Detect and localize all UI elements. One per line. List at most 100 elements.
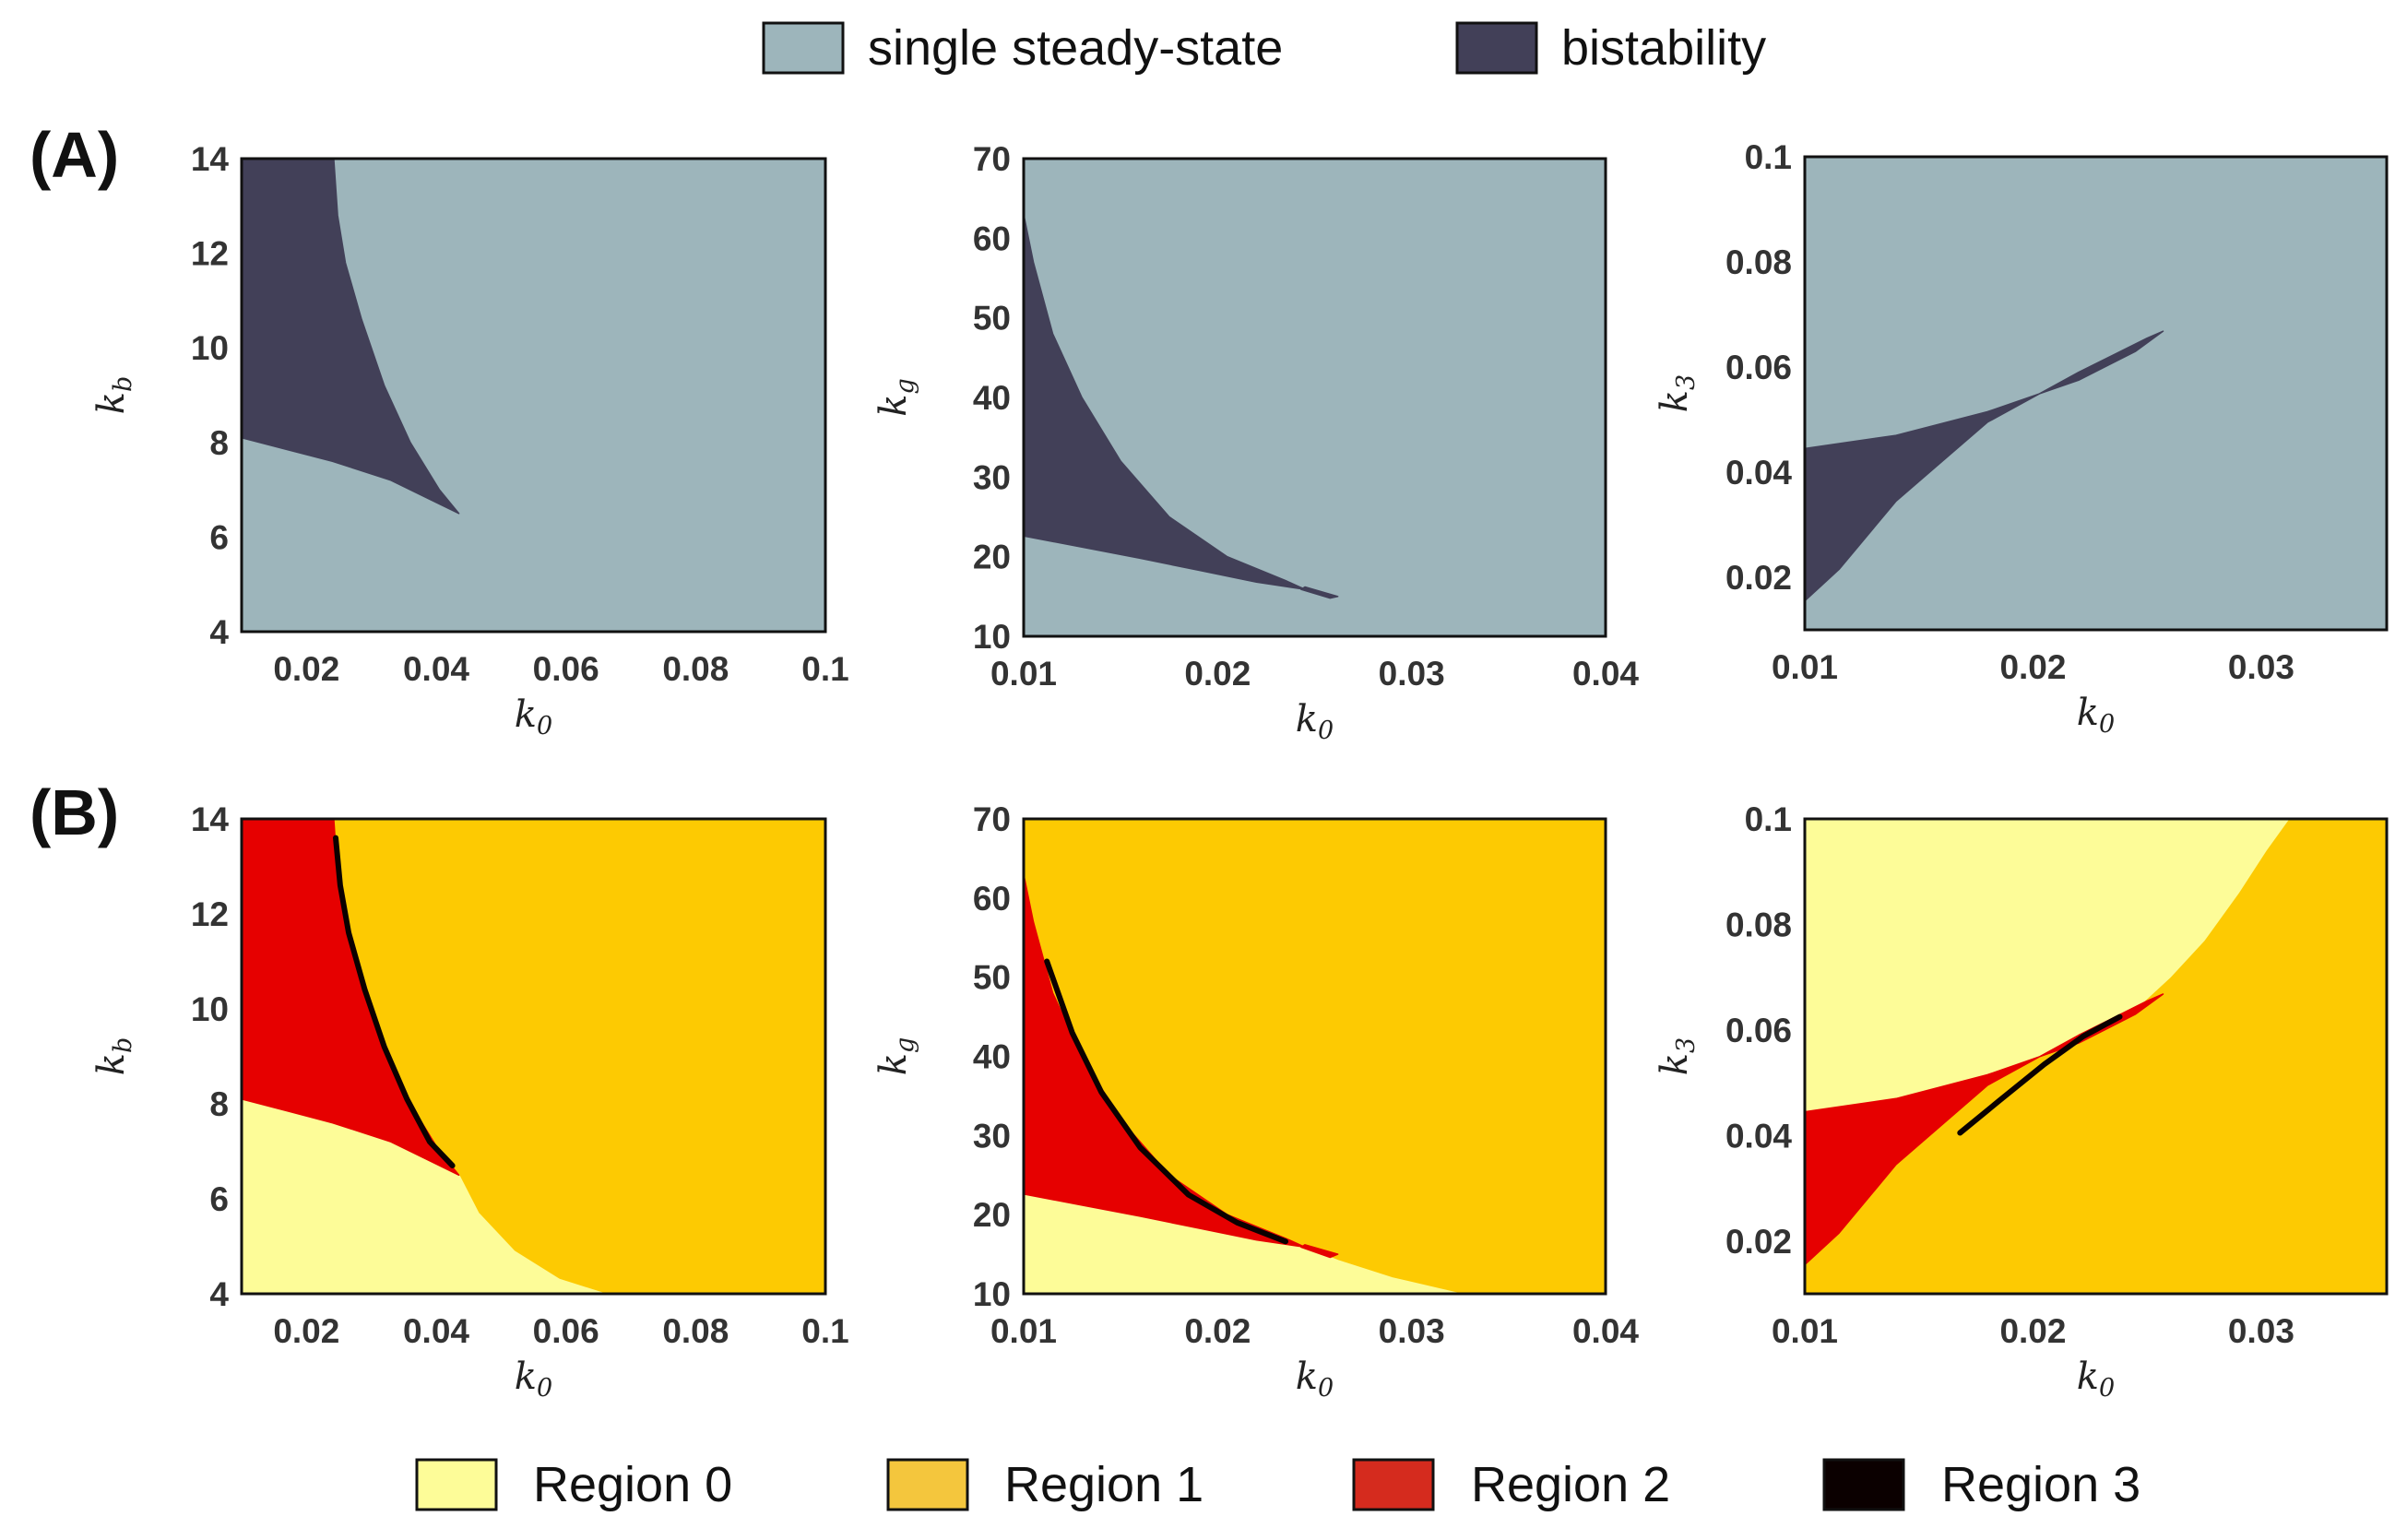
y-tick-label: 50 <box>973 959 1011 997</box>
y-tick-label: 4 <box>209 613 229 651</box>
axes-frame <box>1803 155 2389 632</box>
y-tick-label: 10 <box>973 1275 1011 1313</box>
y-axis-label: kb <box>90 1037 137 1076</box>
region-single-steady-state <box>1024 159 1606 636</box>
x-tick-label: 0.1 <box>801 650 848 688</box>
panel-b2-kg-vs-k0: 0.01 0.02 0.03 0.04 10 20 30 40 50 60 70 k0 kg <box>872 800 1639 1403</box>
y-axis-label: kb <box>90 376 137 415</box>
y-tick-label: 0.02 <box>1725 1223 1792 1261</box>
legend-label-region-2: Region 2 <box>1471 1457 1670 1512</box>
region-region-2-2 <box>1300 1244 1339 1259</box>
axes-frame <box>1022 817 1607 1296</box>
x-tick-label: 0.02 <box>273 650 339 688</box>
x-tick-label: 0.02 <box>1184 1312 1251 1350</box>
y-tick-label: 20 <box>973 1196 1011 1234</box>
y-tick-label: 14 <box>191 140 230 178</box>
y-tick-label: 0.08 <box>1725 906 1792 943</box>
y-tick-label: 6 <box>209 518 229 556</box>
x-tick-label: 0.06 <box>533 1312 599 1350</box>
region-3-boundary-0 <box>333 835 456 1168</box>
y-tick-label: 0.02 <box>1725 559 1792 597</box>
x-tick-label: 0.04 <box>403 1312 469 1350</box>
y-tick-label: 30 <box>973 1117 1011 1155</box>
legend-swatch-region-0 <box>415 1458 498 1511</box>
y-tick-label: 12 <box>191 235 229 273</box>
plot-area <box>1805 819 2387 1294</box>
region-bistability-0 <box>242 159 460 515</box>
axes-frame <box>240 817 827 1296</box>
plot-area <box>242 159 825 632</box>
y-tick-label: 70 <box>973 140 1011 178</box>
region-3-boundary-0 <box>1957 1013 2123 1136</box>
x-tick-label: 0.01 <box>990 655 1057 693</box>
legend-bottom: Region 0 Region 1 Region 2 Region 3 <box>415 1457 2140 1512</box>
region-region-2-1 <box>1024 873 1306 1249</box>
x-tick-label: 0.04 <box>1572 655 1639 693</box>
x-tick-label: 0.08 <box>662 650 729 688</box>
y-tick-label: 40 <box>973 379 1011 417</box>
x-axis-label: k0 <box>1296 698 1334 745</box>
panel-a2-kg-vs-k0: 0.01 0.02 0.03 0.04 10 20 30 40 50 60 70 k0 kg <box>872 140 1639 745</box>
x-axis-label: k0 <box>1296 1356 1334 1403</box>
y-tick-label: 8 <box>209 1085 229 1123</box>
axes-frame <box>1803 817 2389 1296</box>
legend-swatch-region-2 <box>1352 1458 1435 1511</box>
y-axis-label: kg <box>872 378 919 417</box>
x-axis-label: k0 <box>515 693 552 740</box>
legend-swatch-region-1 <box>886 1458 969 1511</box>
panel-b3-k3-vs-k0: 0.01 0.02 0.03 0.02 0.04 0.06 0.08 0.1 k0 k3 <box>1654 800 2389 1403</box>
axes-frame <box>1022 157 1607 638</box>
y-tick-label: 0.04 <box>1725 454 1792 492</box>
x-axis-label: k0 <box>515 1356 552 1403</box>
y-tick-label: 6 <box>209 1180 229 1218</box>
x-tick-label: 0.02 <box>1184 655 1251 693</box>
x-tick-label: 0.03 <box>1379 1312 1445 1350</box>
x-axis-label: k0 <box>2077 692 2115 739</box>
x-tick-label: 0.04 <box>1572 1312 1639 1350</box>
legend-label-single: single steady-state <box>868 20 1283 76</box>
y-tick-label: 0.1 <box>1745 138 1792 176</box>
panel-a3-k3-vs-k0: 0.01 0.02 0.03 0.02 0.04 0.06 0.08 0.1 k0 k3 <box>1654 138 2389 739</box>
y-tick-label: 0.1 <box>1745 800 1792 838</box>
plot-area <box>1024 159 1606 636</box>
region-region-2-1 <box>1805 993 2164 1266</box>
y-tick-label: 0.04 <box>1725 1117 1792 1155</box>
legend-top: single steady-state bistability <box>762 20 1766 76</box>
x-tick-label: 0.01 <box>990 1312 1057 1350</box>
y-tick-label: 8 <box>209 424 229 462</box>
plot-area <box>1805 157 2387 630</box>
y-tick-label: 30 <box>973 458 1011 496</box>
y-tick-label: 12 <box>191 895 229 933</box>
y-axis-label: kg <box>872 1037 919 1076</box>
y-tick-label: 0.06 <box>1725 1012 1792 1049</box>
y-tick-label: 14 <box>191 800 230 838</box>
y-tick-label: 0.06 <box>1725 349 1792 386</box>
x-tick-label: 0.03 <box>2228 648 2294 686</box>
region-single-steady-state <box>1805 157 2387 630</box>
y-tick-label: 10 <box>973 618 1011 656</box>
x-tick-label: 0.06 <box>533 650 599 688</box>
x-tick-label: 0.02 <box>1999 648 2066 686</box>
y-tick-label: 20 <box>973 539 1011 576</box>
y-tick-label: 70 <box>973 800 1011 838</box>
region-bistability-1 <box>1300 586 1339 599</box>
x-tick-label: 0.02 <box>1999 1312 2066 1350</box>
x-tick-label: 0.03 <box>1379 655 1445 693</box>
y-tick-label: 60 <box>973 219 1011 257</box>
y-tick-label: 10 <box>191 990 229 1028</box>
y-axis-label: k3 <box>1654 1037 1701 1075</box>
x-tick-label: 0.02 <box>273 1312 339 1350</box>
panel-a1-kb-vs-k0: 0.02 0.04 0.06 0.08 0.1 4 6 8 10 12 14 k0 kb <box>90 140 849 740</box>
y-tick-label: 10 <box>191 329 229 367</box>
y-tick-label: 40 <box>973 1038 1011 1076</box>
region-3-boundary-0 <box>1044 958 1288 1245</box>
x-tick-label: 0.03 <box>2228 1312 2294 1350</box>
x-tick-label: 0.01 <box>1772 1312 1838 1350</box>
axes-frame <box>240 157 827 634</box>
legend-swatch-bistability <box>1455 21 1538 75</box>
x-tick-label: 0.04 <box>403 650 469 688</box>
row-label-b: (B) <box>30 776 119 848</box>
x-tick-label: 0.08 <box>662 1312 729 1350</box>
region-bistability-0 <box>1024 213 1306 590</box>
